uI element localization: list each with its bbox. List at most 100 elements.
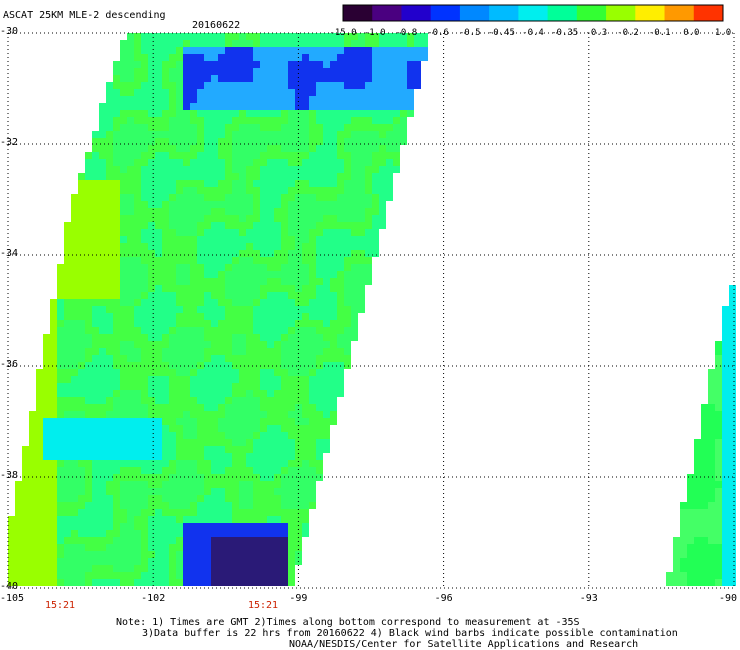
swath-cell <box>57 411 64 418</box>
swath-cell <box>183 96 190 103</box>
swath-cell <box>92 411 99 418</box>
swath-cell <box>225 285 232 292</box>
swath-cell <box>337 348 344 355</box>
swath-cell <box>183 551 190 558</box>
swath-cell <box>344 54 351 61</box>
swath-cell <box>386 68 393 75</box>
swath-cell <box>372 208 379 215</box>
swath-cell <box>239 103 246 110</box>
swath-cell <box>169 439 176 446</box>
swath-cell <box>148 558 155 565</box>
swath-cell <box>190 390 197 397</box>
swath-cell <box>330 264 337 271</box>
swath-cell <box>36 460 43 467</box>
swath-cell <box>211 516 218 523</box>
swath-cell <box>190 376 197 383</box>
swath-cell <box>120 68 127 75</box>
swath-cell <box>260 306 267 313</box>
swath-cell <box>330 285 337 292</box>
swath-cell <box>155 82 162 89</box>
swath-cell <box>155 481 162 488</box>
swath-cell <box>141 278 148 285</box>
swath-cell <box>85 243 92 250</box>
swath-cell <box>288 103 295 110</box>
swath-cell <box>211 236 218 243</box>
swath-cell <box>85 334 92 341</box>
swath-cell <box>183 236 190 243</box>
swath-cell <box>316 425 323 432</box>
swath-cell <box>323 348 330 355</box>
swath-cell <box>113 558 120 565</box>
swath-cell <box>295 117 302 124</box>
swath-cell <box>134 376 141 383</box>
swath-cell <box>127 439 134 446</box>
swath-cell <box>85 404 92 411</box>
swath-cell <box>302 208 309 215</box>
swath-cell <box>729 383 736 390</box>
swath-cell <box>337 159 344 166</box>
swath-cell <box>78 173 85 180</box>
swath-cell <box>176 341 183 348</box>
swath-cell <box>337 194 344 201</box>
swath-cell <box>22 488 29 495</box>
swath-cell <box>127 376 134 383</box>
swath-cell <box>120 327 127 334</box>
swath-cell <box>218 474 225 481</box>
swath-cell <box>169 208 176 215</box>
swath-cell <box>267 61 274 68</box>
swath-cell <box>246 166 253 173</box>
swath-cell <box>260 474 267 481</box>
swath-cell <box>386 61 393 68</box>
swath-cell <box>85 467 92 474</box>
swath-cell <box>127 89 134 96</box>
swath-cell <box>43 572 50 579</box>
swath-cell <box>141 33 148 40</box>
swath-cell <box>127 390 134 397</box>
swath-cell <box>43 439 50 446</box>
swath-cell <box>106 89 113 96</box>
swath-cell <box>155 313 162 320</box>
colorbar-swatch <box>401 5 432 21</box>
swath-cell <box>78 180 85 187</box>
swath-cell <box>204 439 211 446</box>
swath-cell <box>22 530 29 537</box>
swath-cell <box>701 411 708 418</box>
swath-cell <box>78 558 85 565</box>
swath-cell <box>148 117 155 124</box>
swath-cell <box>155 54 162 61</box>
swath-cell <box>288 341 295 348</box>
swath-cell <box>169 110 176 117</box>
swath-cell <box>148 131 155 138</box>
swath-cell <box>169 383 176 390</box>
swath-cell <box>393 61 400 68</box>
swath-cell <box>57 432 64 439</box>
swath-cell <box>708 530 715 537</box>
swath-cell <box>85 278 92 285</box>
swath-cell <box>120 243 127 250</box>
swath-cell <box>78 397 85 404</box>
swath-cell <box>71 446 78 453</box>
swath-cell <box>267 236 274 243</box>
swath-cell <box>225 467 232 474</box>
swath-cell <box>113 131 120 138</box>
swath-cell <box>288 131 295 138</box>
swath-cell <box>197 572 204 579</box>
swath-cell <box>148 166 155 173</box>
swath-cell <box>246 229 253 236</box>
swath-cell <box>386 131 393 138</box>
swath-cell <box>211 124 218 131</box>
swath-cell <box>113 110 120 117</box>
swath-cell <box>183 439 190 446</box>
swath-cell <box>351 292 358 299</box>
swath-cell <box>288 117 295 124</box>
swath-cell <box>246 334 253 341</box>
swath-cell <box>309 54 316 61</box>
swath-cell <box>134 103 141 110</box>
swath-cell <box>372 152 379 159</box>
swath-cell <box>155 215 162 222</box>
swath-cell <box>141 271 148 278</box>
swath-cell <box>155 75 162 82</box>
swath-cell <box>113 467 120 474</box>
swath-cell <box>729 404 736 411</box>
swath-cell <box>134 355 141 362</box>
